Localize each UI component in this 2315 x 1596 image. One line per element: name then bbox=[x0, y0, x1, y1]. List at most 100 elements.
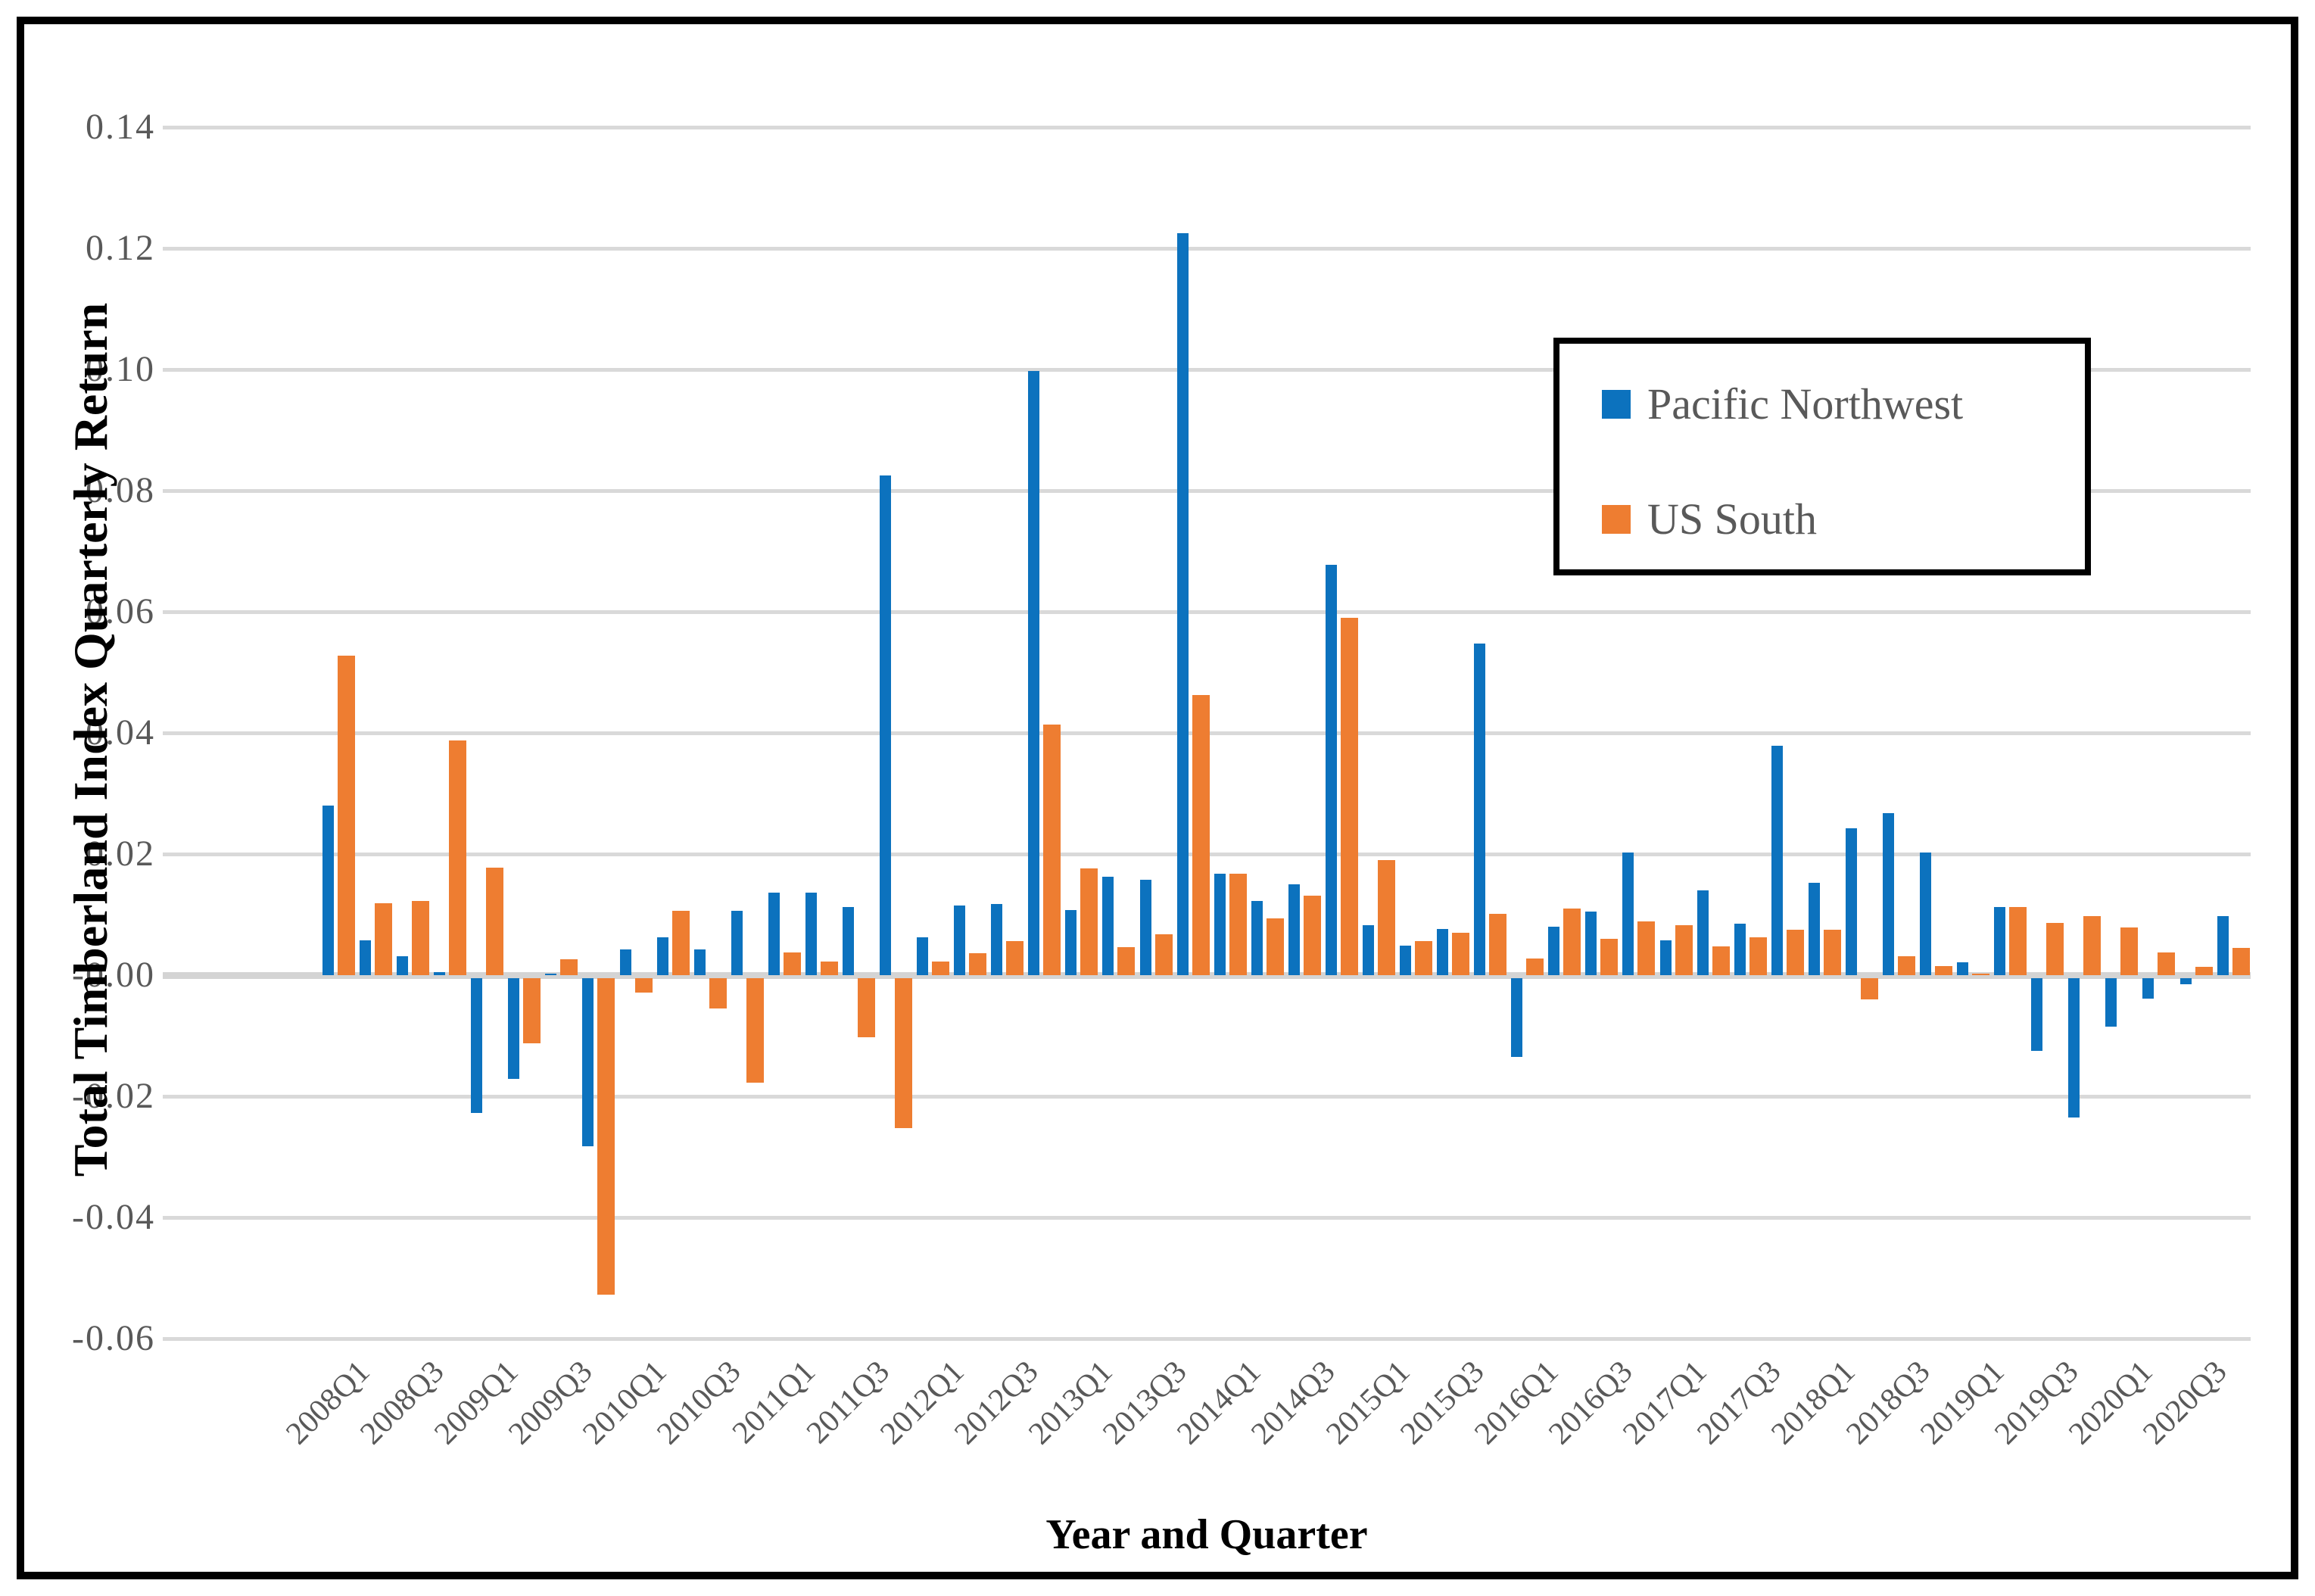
bar-pacific-northwest bbox=[508, 978, 520, 1079]
bar-us-south bbox=[1266, 918, 1284, 975]
y-tick-label: 0.06 bbox=[86, 591, 155, 631]
bar-pacific-northwest bbox=[991, 903, 1003, 975]
y-tick-label: 0.14 bbox=[86, 107, 155, 147]
bar-us-south bbox=[1192, 694, 1210, 975]
bar-us-south bbox=[1452, 933, 1470, 975]
bar-pacific-northwest bbox=[1511, 978, 1523, 1057]
bar-us-south bbox=[1080, 868, 1098, 975]
bar-us-south bbox=[895, 978, 913, 1129]
bar-us-south bbox=[1229, 874, 1247, 975]
bar-us-south bbox=[1117, 947, 1136, 975]
legend-item-pacific-northwest: Pacific Northwest bbox=[1602, 382, 1963, 427]
bar-pacific-northwest bbox=[1028, 370, 1040, 975]
bar-us-south bbox=[709, 978, 727, 1008]
y-gridline bbox=[163, 489, 2251, 493]
bar-us-south bbox=[1154, 934, 1173, 975]
y-gridline bbox=[163, 126, 2251, 129]
bar-us-south bbox=[1377, 860, 1395, 975]
bar-pacific-northwest bbox=[880, 475, 892, 975]
bar-us-south bbox=[2195, 966, 2213, 975]
bar-pacific-northwest bbox=[2217, 916, 2229, 975]
bar-pacific-northwest bbox=[1845, 828, 1857, 975]
bar-us-south bbox=[820, 962, 838, 975]
bar-us-south bbox=[560, 959, 578, 975]
x-axis-title: Year and Quarter bbox=[1045, 1511, 1368, 1558]
y-tick-label: -0.04 bbox=[72, 1197, 155, 1237]
us-south-swatch-icon bbox=[1602, 505, 1631, 534]
bar-us-south bbox=[449, 740, 467, 975]
bar-pacific-northwest bbox=[1659, 940, 1672, 975]
y-tick-label: 0.10 bbox=[86, 349, 155, 389]
bar-pacific-northwest bbox=[397, 956, 409, 975]
x-axis-zero-line bbox=[163, 972, 2251, 979]
bar-us-south bbox=[1043, 724, 1061, 975]
bar-us-south bbox=[969, 953, 987, 975]
bar-pacific-northwest bbox=[805, 893, 817, 975]
bar-us-south bbox=[338, 655, 355, 975]
bar-us-south bbox=[1489, 914, 1507, 975]
bar-pacific-northwest bbox=[1325, 564, 1337, 975]
bar-us-south bbox=[1340, 618, 1358, 975]
bar-pacific-northwest bbox=[954, 906, 966, 975]
bar-us-south bbox=[523, 978, 541, 1043]
bar-pacific-northwest bbox=[2031, 978, 2043, 1051]
bar-pacific-northwest bbox=[1251, 901, 1263, 975]
bar-us-south bbox=[634, 978, 653, 993]
bar-us-south bbox=[2083, 916, 2102, 975]
bar-pacific-northwest bbox=[1102, 876, 1114, 975]
legend-item-us-south: US South bbox=[1602, 497, 1817, 542]
y-gridline bbox=[163, 1216, 2251, 1220]
bar-us-south bbox=[597, 978, 615, 1295]
bar-us-south bbox=[1637, 921, 1656, 975]
bar-us-south bbox=[1526, 958, 1544, 975]
chart-outer-border bbox=[17, 17, 2298, 1579]
bar-us-south bbox=[1563, 909, 1581, 975]
bar-pacific-northwest bbox=[360, 940, 372, 975]
bar-pacific-northwest bbox=[1288, 884, 1300, 975]
bar-us-south bbox=[1823, 930, 1841, 975]
bar-us-south bbox=[932, 962, 950, 975]
bar-us-south bbox=[783, 952, 801, 975]
bar-pacific-northwest bbox=[693, 949, 706, 975]
bar-us-south bbox=[2120, 927, 2139, 975]
bar-pacific-northwest bbox=[1176, 233, 1189, 975]
bar-pacific-northwest bbox=[656, 937, 668, 975]
bar-pacific-northwest bbox=[1400, 945, 1412, 975]
bar-pacific-northwest bbox=[434, 972, 446, 975]
bar-pacific-northwest bbox=[1771, 745, 1783, 975]
bar-pacific-northwest bbox=[1065, 909, 1077, 975]
bar-pacific-northwest bbox=[1548, 927, 1560, 975]
bar-us-south bbox=[2158, 952, 2176, 975]
bar-pacific-northwest bbox=[2068, 978, 2080, 1118]
y-gridline bbox=[163, 1095, 2251, 1099]
bar-pacific-northwest bbox=[1362, 924, 1374, 975]
bar-us-south bbox=[2009, 907, 2027, 975]
legend: Pacific Northwest US South bbox=[1553, 338, 2091, 575]
y-tick-label: 0.12 bbox=[86, 228, 155, 268]
bar-pacific-northwest bbox=[619, 949, 631, 975]
bar-pacific-northwest bbox=[1808, 882, 1820, 975]
y-tick-label: 0.02 bbox=[86, 834, 155, 874]
bar-pacific-northwest bbox=[582, 978, 594, 1147]
bar-us-south bbox=[1860, 978, 1878, 999]
bar-pacific-northwest bbox=[1474, 643, 1486, 975]
y-gridline bbox=[163, 610, 2251, 614]
bar-us-south bbox=[1935, 966, 1952, 975]
y-tick-label: -0.06 bbox=[72, 1318, 155, 1358]
bar-us-south bbox=[1972, 973, 1990, 975]
bar-us-south bbox=[2232, 948, 2250, 975]
bar-us-south bbox=[1675, 924, 1693, 975]
bar-pacific-northwest bbox=[1437, 929, 1449, 975]
bar-us-south bbox=[486, 867, 504, 975]
bar-us-south bbox=[1897, 956, 1915, 975]
bar-pacific-northwest bbox=[1697, 890, 1709, 975]
y-tick-label: -0.00 bbox=[72, 955, 155, 995]
bar-pacific-northwest bbox=[1139, 879, 1151, 975]
bar-us-south bbox=[412, 901, 430, 975]
bar-us-south bbox=[1303, 896, 1321, 975]
bar-pacific-northwest bbox=[2105, 978, 2117, 1027]
bar-pacific-northwest bbox=[1622, 853, 1634, 975]
bar-us-south bbox=[1712, 946, 1730, 975]
